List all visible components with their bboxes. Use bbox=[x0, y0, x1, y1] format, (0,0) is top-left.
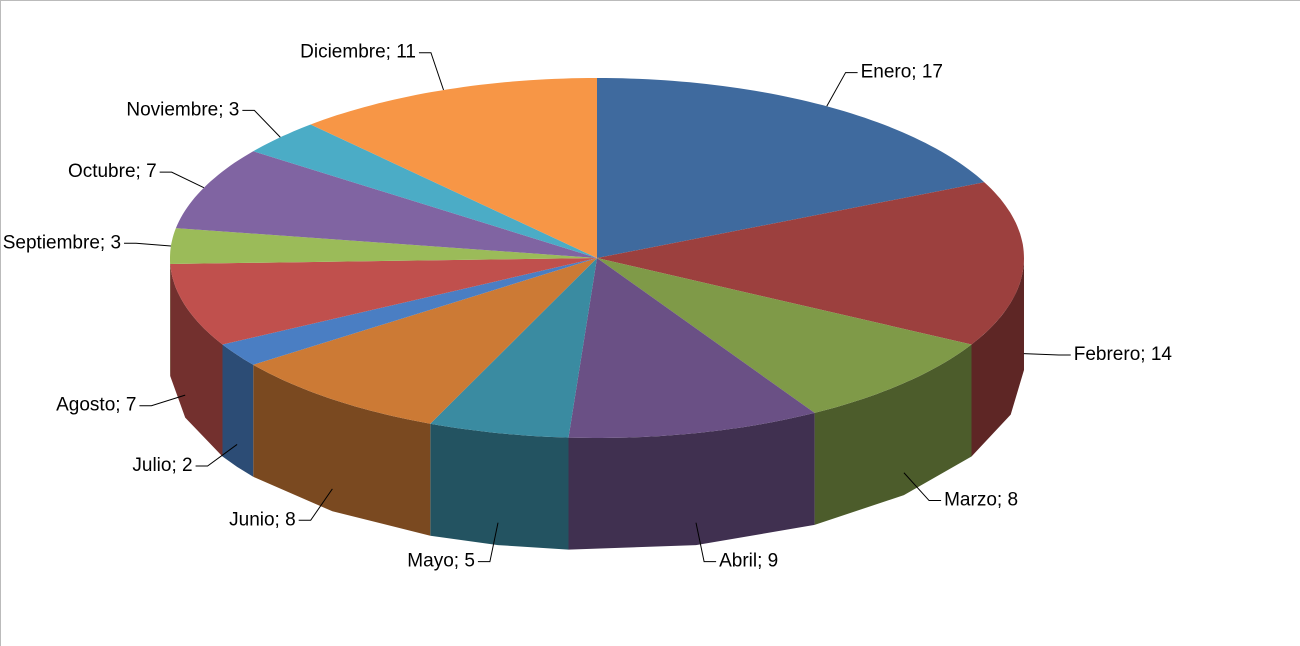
data-label: Julio; 2 bbox=[132, 455, 192, 476]
slice bbox=[170, 228, 597, 264]
slice bbox=[170, 258, 597, 345]
slice-side bbox=[430, 423, 569, 550]
leader-line bbox=[242, 109, 281, 138]
data-label: Mayo; 5 bbox=[407, 551, 475, 572]
slice bbox=[597, 182, 1024, 345]
slice-side bbox=[222, 344, 254, 477]
slice bbox=[175, 151, 597, 258]
leader-line bbox=[124, 242, 171, 247]
leader-line bbox=[477, 522, 499, 563]
leader-line bbox=[418, 52, 445, 91]
data-label: Junio; 8 bbox=[229, 509, 296, 530]
slice bbox=[310, 78, 597, 258]
leader-line bbox=[298, 488, 333, 521]
slice bbox=[568, 258, 815, 438]
data-label: Marzo; 8 bbox=[944, 490, 1018, 511]
data-label: Diciembre; 11 bbox=[300, 42, 416, 63]
slice-side bbox=[568, 412, 815, 550]
slice-side bbox=[814, 344, 972, 525]
slice bbox=[597, 258, 972, 413]
leader-line bbox=[695, 522, 717, 563]
slice bbox=[253, 258, 597, 424]
data-label: Octubre; 7 bbox=[68, 161, 157, 182]
leader-line bbox=[159, 171, 205, 189]
slice bbox=[597, 78, 985, 258]
slice bbox=[222, 258, 597, 365]
leader-line bbox=[195, 444, 238, 467]
slice-side bbox=[253, 364, 431, 536]
slice bbox=[253, 124, 597, 258]
data-label: Noviembre; 3 bbox=[126, 99, 239, 120]
leader-line bbox=[826, 72, 858, 107]
data-label: Febrero; 14 bbox=[1074, 344, 1173, 365]
data-label: Abril; 9 bbox=[719, 551, 778, 572]
slice bbox=[430, 258, 597, 438]
slice-side bbox=[971, 258, 1024, 457]
data-label: Septiembre; 3 bbox=[3, 232, 121, 253]
leader-line bbox=[903, 472, 942, 502]
leader-line bbox=[139, 394, 186, 407]
slice-side bbox=[170, 264, 223, 457]
data-label: Agosto; 7 bbox=[56, 395, 136, 416]
data-label: Enero; 17 bbox=[861, 62, 943, 83]
leader-line bbox=[1023, 353, 1071, 356]
